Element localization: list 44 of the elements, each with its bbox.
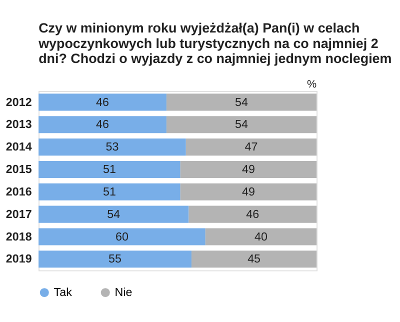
text: % [307,78,318,90]
bar [166,94,317,111]
bar [166,116,317,134]
bar [38,183,180,200]
bar [38,116,166,134]
y-tick-label: 2013 [6,118,32,132]
data-label: 55 [108,252,122,266]
data-label: 49 [242,163,255,176]
data-label: 46 [246,208,260,221]
bar [191,250,317,268]
bar [38,228,206,246]
bar [38,250,192,268]
data-label: 47 [244,140,258,154]
data-label: 46 [96,118,109,132]
y-tick-label: 2014 [6,140,32,154]
y-tick-label: 2012 [6,96,32,109]
data-label: 51 [102,163,116,176]
bar [205,228,317,246]
data-label: 51 [102,185,116,198]
data-label: 60 [115,230,129,244]
y-tick-label: 2017 [6,208,32,221]
y-tick-label: 2015 [6,163,32,176]
data-label: 45 [248,252,261,266]
data-label: 40 [254,230,268,244]
chart-title: Czy w minionym roku wyjeżdżał(a) Pan(i) w celach wypoczynkowych lub turystycznych na co najmniej 2 dni? Chodzi o wyjazdy z co najmniej jednym noclegiem [38,20,392,66]
bar [180,183,317,200]
bar [38,94,166,111]
bar [188,206,317,223]
data-label: 46 [96,96,109,109]
data-label: 49 [242,185,255,198]
bar [180,160,317,178]
y-tick-label: 2018 [6,230,32,244]
bar [38,138,186,156]
data-label: 53 [106,140,119,154]
bar [38,206,189,223]
data-label: 54 [235,96,249,109]
data-label: 54 [235,118,249,132]
bar [38,160,180,178]
y-tick-label: 2016 [6,185,32,198]
data-label: 54 [107,208,121,221]
legend-label: Tak [54,286,72,300]
legend-label: Nie [114,286,132,300]
bar [186,138,317,156]
y-tick-label: 2019 [6,252,32,266]
